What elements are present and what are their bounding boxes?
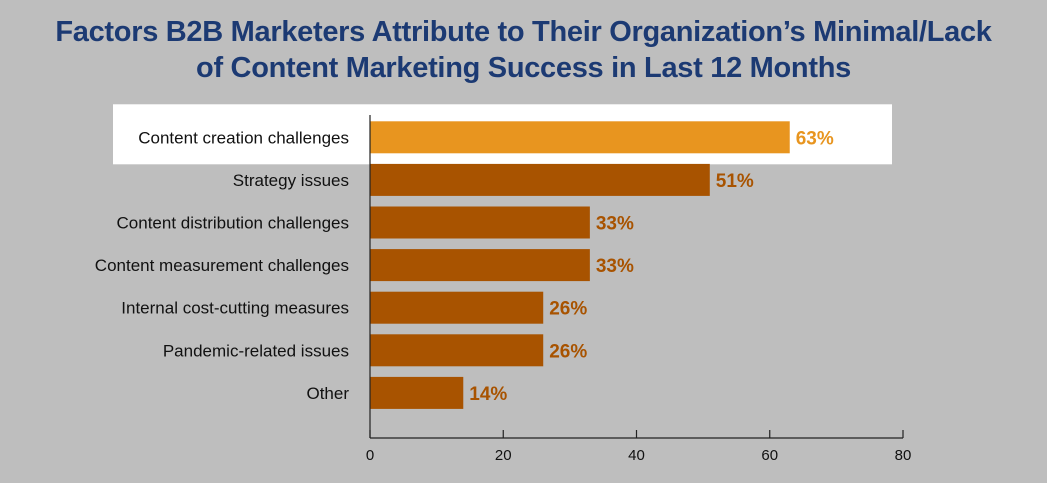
- bar: [370, 249, 590, 282]
- bar: [370, 376, 464, 409]
- category-label: Internal cost-cutting measures: [121, 299, 349, 318]
- category-label: Content distribution challenges: [117, 214, 349, 233]
- value-label: 33%: [596, 214, 634, 235]
- value-label: 33%: [596, 256, 634, 277]
- category-label: Content creation challenges: [138, 128, 349, 147]
- category-label: Content measurement challenges: [95, 256, 349, 275]
- x-tick-label: 40: [628, 447, 645, 464]
- value-label: 26%: [549, 299, 587, 320]
- chart-title: Factors B2B Marketers Attribute to Their…: [0, 14, 1047, 86]
- value-label: 63%: [796, 128, 834, 149]
- chart-title-line-1: Factors B2B Marketers Attribute to Their…: [55, 16, 992, 48]
- bar: [370, 121, 790, 154]
- bar: [370, 334, 544, 367]
- category-label: Pandemic-related issues: [163, 341, 349, 360]
- x-tick-label: 20: [495, 447, 512, 464]
- bar: [370, 163, 710, 196]
- x-tick-label: 60: [761, 447, 778, 464]
- category-label: Strategy issues: [233, 171, 349, 190]
- value-label: 26%: [549, 341, 587, 362]
- chart-title-line-2: of Content Marketing Success in Last 12 …: [196, 52, 851, 84]
- x-tick-label: 0: [366, 447, 374, 464]
- x-tick-label: 80: [895, 447, 912, 464]
- category-label: Other: [306, 384, 349, 403]
- value-label: 51%: [716, 171, 754, 192]
- bar: [370, 291, 544, 324]
- value-label: 14%: [469, 384, 507, 405]
- bar: [370, 206, 590, 239]
